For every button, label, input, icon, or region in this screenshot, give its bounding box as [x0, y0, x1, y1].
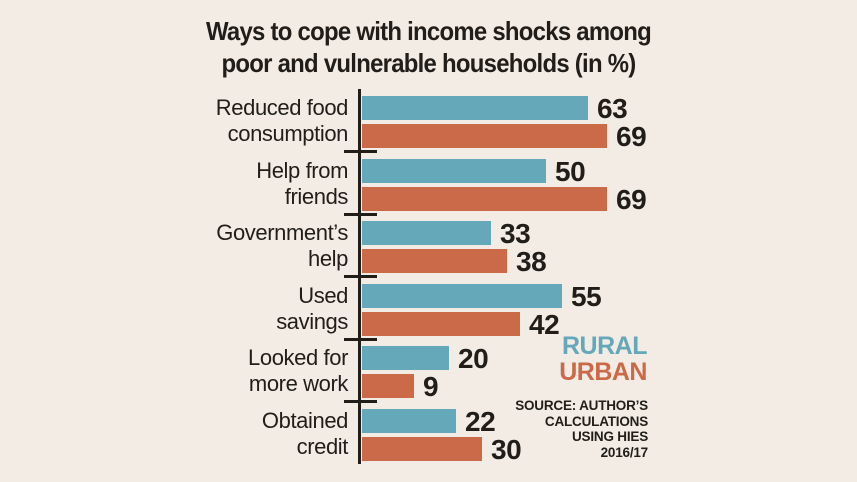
chart-legend: RURAL URBAN [559, 333, 647, 385]
axis-tick [344, 400, 377, 403]
axis-tick [344, 213, 377, 216]
bar-value-label: 30 [491, 434, 522, 465]
category-label: Help from friends [256, 157, 348, 209]
bar-value-label: 55 [571, 281, 602, 312]
bar-value-label: 69 [616, 121, 647, 152]
bar-value-label: 33 [500, 218, 531, 249]
rural-bar [362, 284, 562, 308]
rural-bar [362, 346, 449, 370]
axis-tick [344, 150, 377, 153]
source-note: SOURCE: AUTHOR’S CALCULATIONS USING HIES… [515, 398, 648, 460]
bar-value-label: 63 [597, 93, 628, 124]
category-label: Used savings [276, 282, 348, 334]
chart-title: Ways to cope with income shocks among po… [205, 16, 652, 78]
urban-bar [362, 124, 607, 148]
urban-bar [362, 187, 607, 211]
axis-tick [344, 275, 377, 278]
bar-value-label: 38 [516, 246, 547, 277]
urban-bar [362, 249, 507, 273]
legend-urban-label: URBAN [559, 358, 647, 386]
category-label: Looked for more work [248, 344, 348, 396]
bar-value-label: 20 [458, 343, 489, 374]
bar-value-label: 69 [616, 184, 647, 215]
rural-bar [362, 159, 546, 183]
rural-bar [362, 221, 491, 245]
legend-rural-label: RURAL [562, 332, 647, 360]
axis-tick [344, 338, 377, 341]
category-label: Reduced food consumption [215, 94, 349, 146]
category-label: Obtained credit [261, 407, 348, 459]
bar-value-label: 42 [529, 309, 560, 340]
bar-value-label: 50 [555, 156, 586, 187]
category-label: Government’s help [216, 219, 348, 271]
urban-bar [362, 312, 520, 336]
rural-bar [362, 96, 588, 120]
urban-bar [362, 437, 482, 461]
urban-bar [362, 374, 414, 398]
rural-bar [362, 409, 456, 433]
bar-value-label: 22 [465, 406, 496, 437]
bar-value-label: 9 [423, 371, 439, 402]
